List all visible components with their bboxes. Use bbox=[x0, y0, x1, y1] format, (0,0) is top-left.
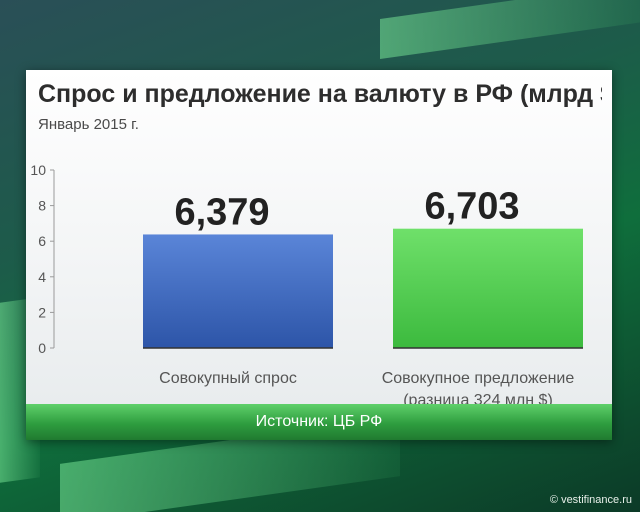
chart-card: Спрос и предложение на валюту в РФ (млрд… bbox=[26, 70, 612, 440]
chart-title: Спрос и предложение на валюту в РФ (млрд… bbox=[38, 80, 602, 108]
watermark: © vestifinance.ru bbox=[549, 494, 632, 506]
category-label: Совокупный спрос bbox=[159, 370, 297, 387]
data-label: 6,379 bbox=[174, 191, 269, 233]
y-tick-label: 4 bbox=[38, 269, 46, 285]
y-tick-label: 6 bbox=[38, 233, 46, 249]
bar-chart: 0 2 4 6 8 10 6,379 Совокупный спрос 6,703 Совокуп… bbox=[30, 162, 583, 404]
y-tick-label: 8 bbox=[38, 198, 46, 214]
y-tick-label: 10 bbox=[30, 162, 46, 178]
bar-1 bbox=[143, 234, 333, 348]
source-footer: Источник: ЦБ РФ bbox=[26, 404, 612, 440]
background-strip bbox=[380, 0, 640, 59]
category-label: Совокупное предложение bbox=[382, 370, 575, 387]
chart-subtitle: Январь 2015 г. bbox=[38, 116, 139, 133]
y-tick-label: 0 bbox=[38, 340, 46, 356]
category-label: (разница 324 млн $) bbox=[403, 392, 553, 404]
y-tick-label: 2 bbox=[38, 304, 46, 320]
bar-2 bbox=[393, 228, 583, 348]
data-label: 6,703 bbox=[424, 186, 519, 228]
